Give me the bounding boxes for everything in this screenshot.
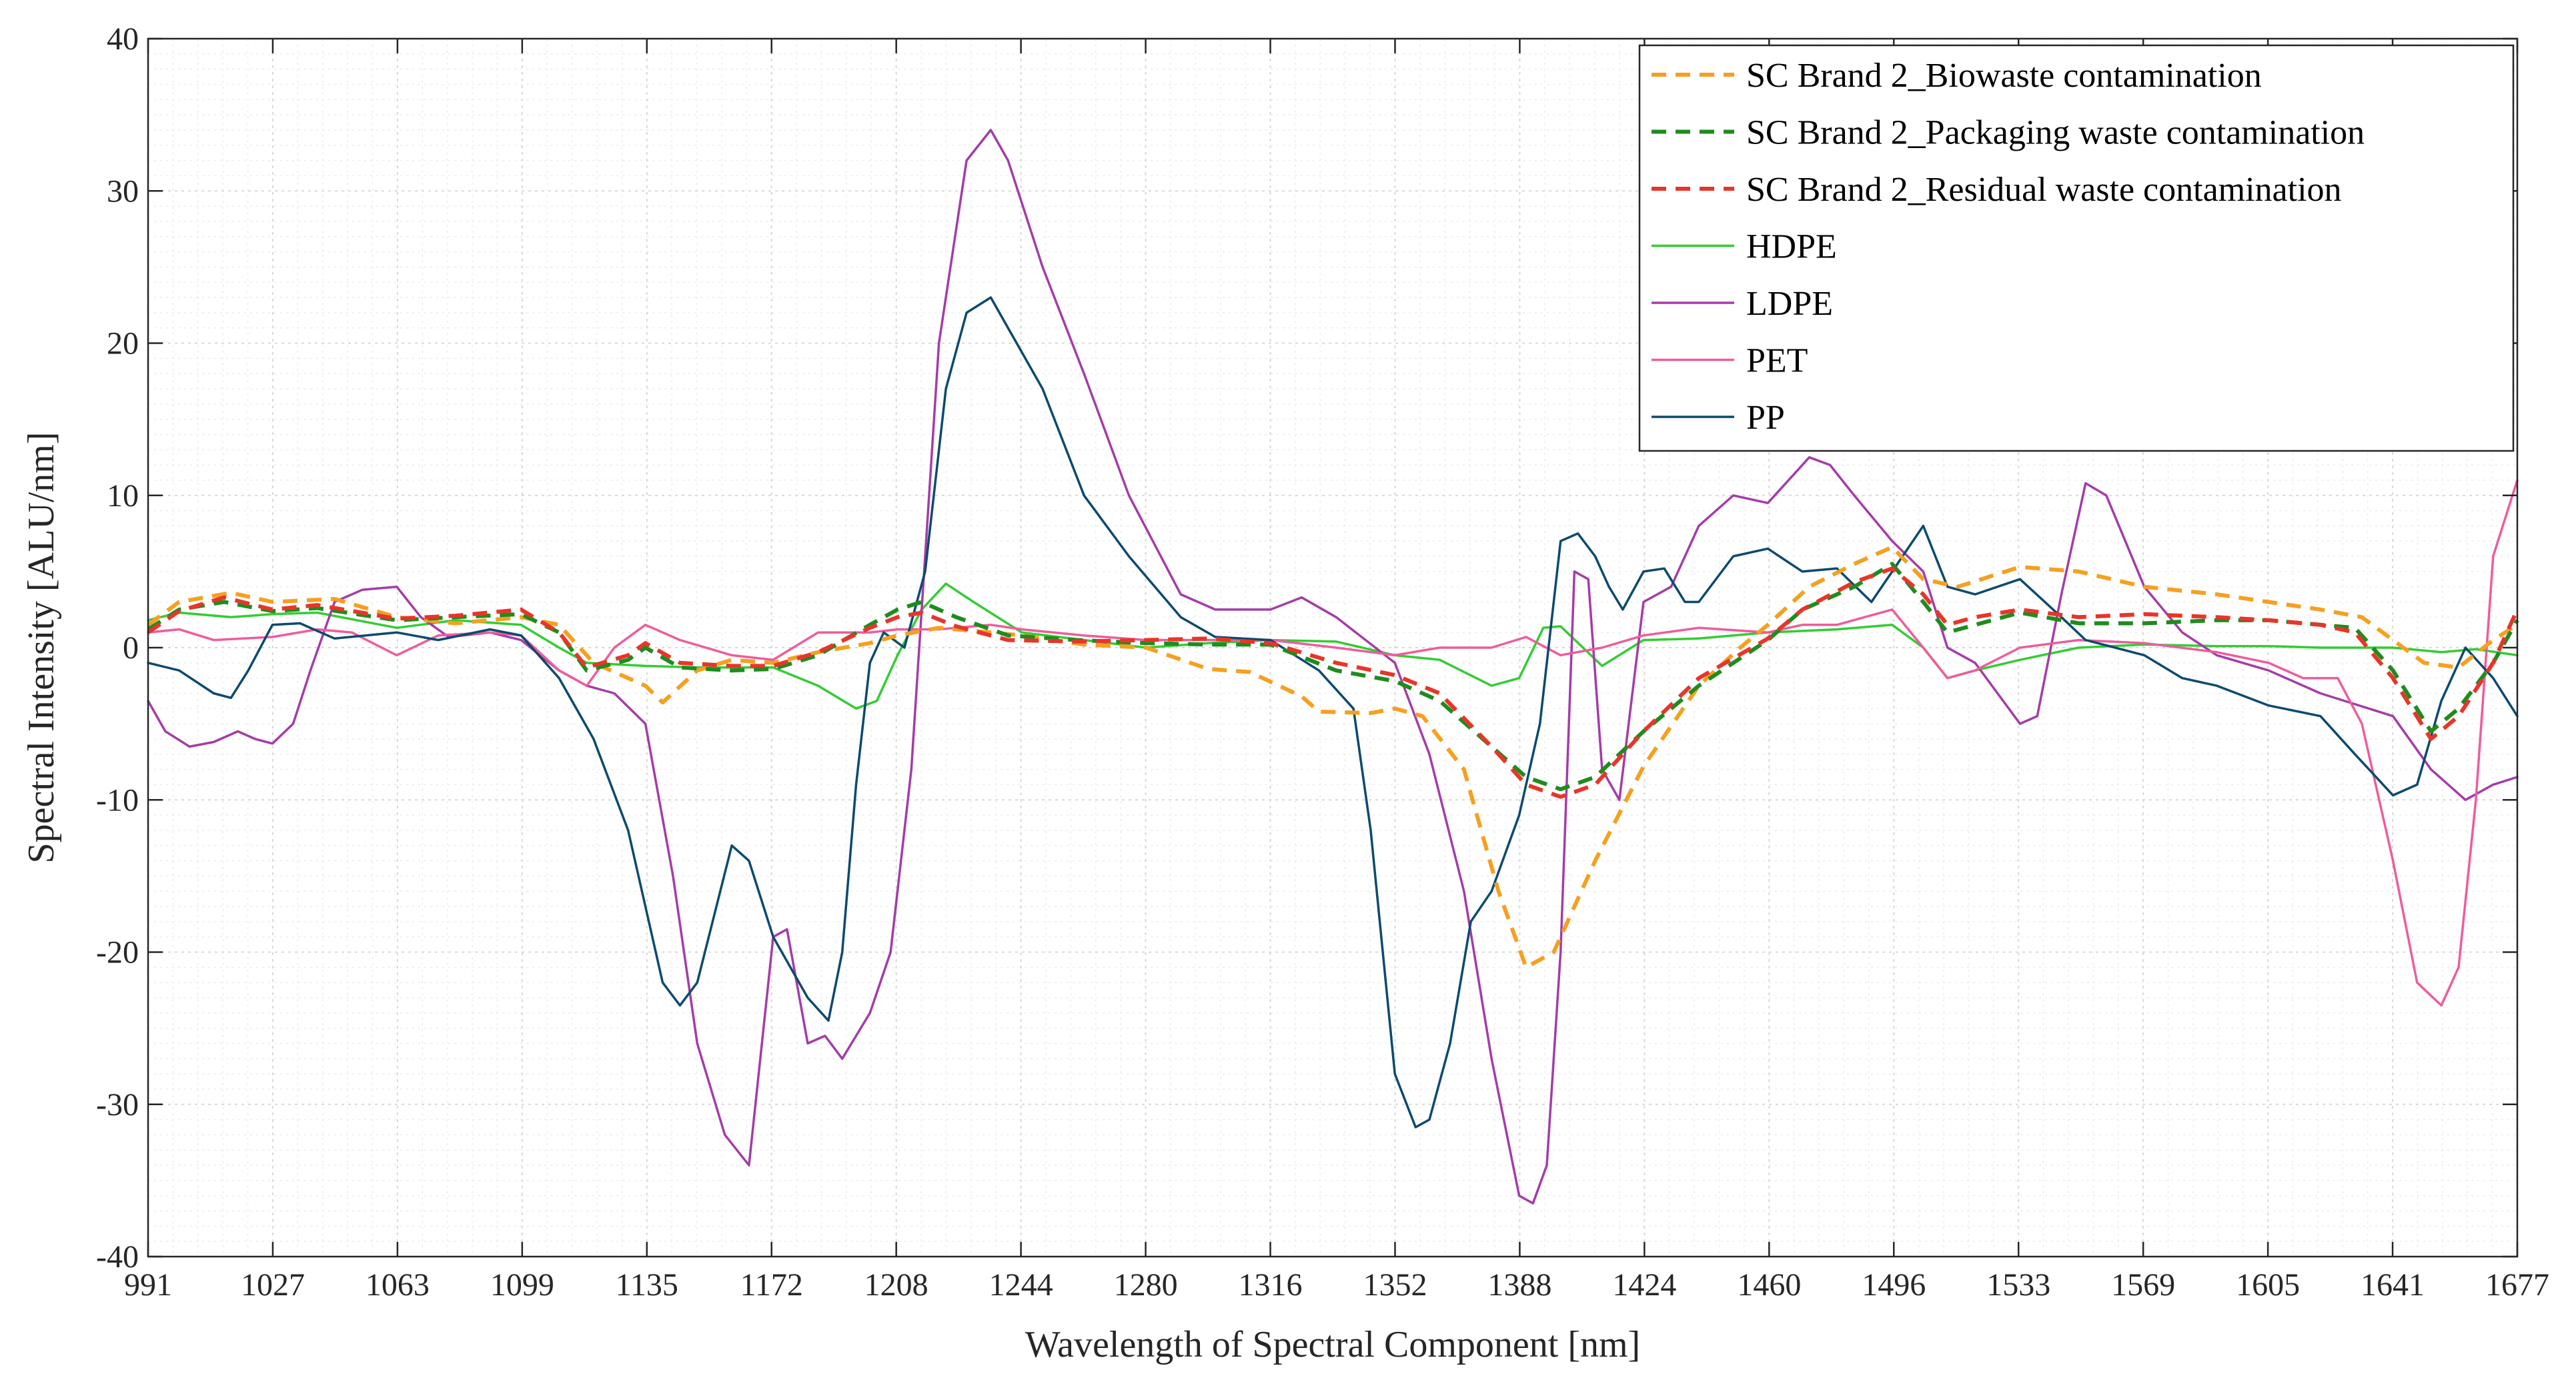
x-tick-label: 1460 — [1737, 1267, 1801, 1303]
x-tick-label: 1533 — [1986, 1267, 2050, 1303]
legend-label: PP — [1746, 399, 1785, 437]
series-line-sc-brand-2-packaging-waste-contamination — [147, 562, 2519, 792]
series-line-pet — [147, 479, 2519, 1007]
x-tick-label: 1135 — [616, 1267, 678, 1303]
x-axis-label: Wavelength of Spectral Component [nm] — [1025, 1324, 1640, 1365]
x-tick-label: 1424 — [1612, 1267, 1676, 1303]
legend-label: SC Brand 2_Residual waste contamination — [1746, 171, 2342, 209]
y-tick-label: -30 — [96, 1087, 139, 1123]
y-tick-label: -40 — [96, 1239, 139, 1275]
x-tick-label: 1099 — [490, 1267, 554, 1303]
x-tick-label: 1172 — [740, 1267, 803, 1303]
legend: SC Brand 2_Biowaste contamination SC Bran… — [1638, 44, 2515, 452]
legend-label: HDPE — [1746, 228, 1837, 266]
x-tick-label: 1569 — [2111, 1267, 2175, 1303]
x-tick-label: 1027 — [241, 1267, 305, 1303]
x-tick-label: 1280 — [1114, 1267, 1178, 1303]
y-tick-label: 0 — [123, 630, 139, 666]
y-tick-label: 10 — [107, 478, 139, 514]
x-tick-label: 1388 — [1487, 1267, 1551, 1303]
legend-label: PET — [1746, 342, 1808, 380]
x-tick-label: 1641 — [2361, 1267, 2425, 1303]
x-tick-label: 1244 — [989, 1267, 1053, 1303]
y-tick-label: 40 — [107, 21, 139, 57]
x-axis-ticks: 991 1027 1063 1099 1135 1172 1208 1244 1280 1316 1… — [124, 39, 2549, 1303]
x-tick-label: 1316 — [1239, 1267, 1303, 1303]
series-line-hdpe — [147, 582, 2519, 710]
legend-label: SC Brand 2_Biowaste contamination — [1746, 57, 2262, 95]
y-axis-label: Spectral Intensity [ALU/nm] — [21, 432, 62, 864]
x-tick-label: 1208 — [864, 1267, 928, 1303]
y-tick-label: 20 — [107, 326, 139, 362]
x-tick-label: 1063 — [366, 1267, 430, 1303]
y-axis-ticks: -40 -30 -20 -10 0 10 20 30 40 — [96, 21, 2517, 1275]
y-tick-label: 30 — [107, 173, 139, 209]
x-tick-label: 1496 — [1862, 1267, 1926, 1303]
legend-label: SC Brand 2_Packaging waste contamination — [1746, 114, 2365, 152]
x-tick-label: 991 — [124, 1267, 172, 1303]
legend-label: LDPE — [1746, 285, 1833, 323]
y-tick-label: -10 — [96, 782, 139, 818]
y-tick-label: -20 — [96, 935, 139, 970]
x-tick-label: 1605 — [2236, 1267, 2300, 1303]
series-line-pp — [147, 296, 2519, 1129]
legend-box — [1638, 44, 2515, 452]
series-line-sc-brand-2-residual-waste-contamination — [147, 566, 2519, 799]
x-tick-label: 1677 — [2485, 1267, 2549, 1303]
series-layer — [147, 129, 2519, 1205]
x-tick-label: 1352 — [1363, 1267, 1427, 1303]
minor-grid — [148, 39, 2517, 1257]
